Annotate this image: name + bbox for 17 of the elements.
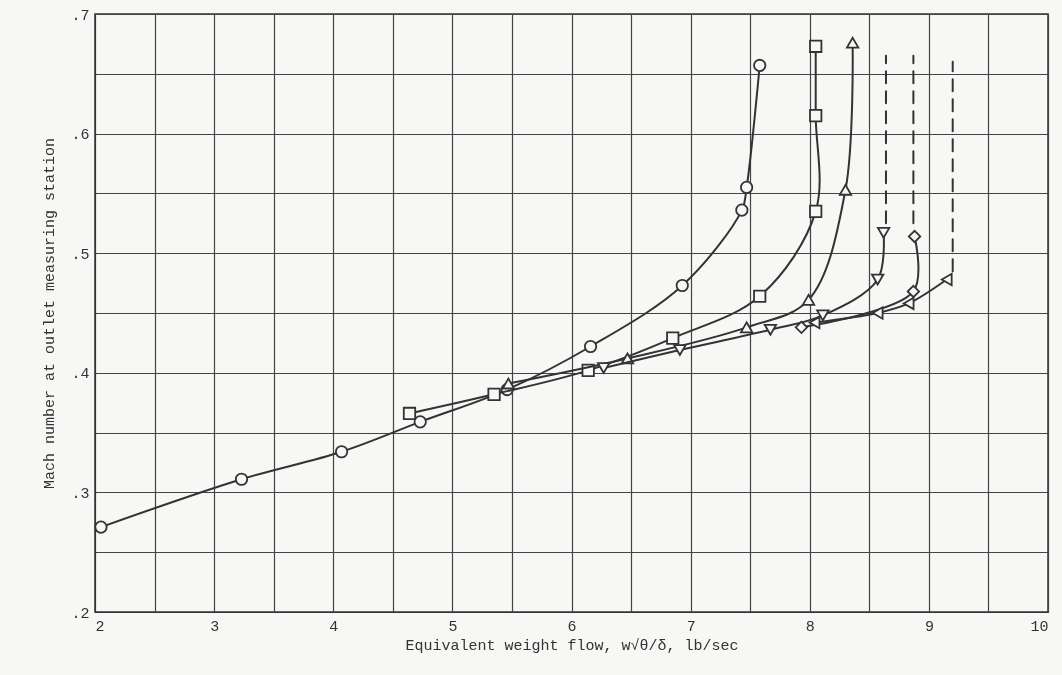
y-tick-label: .5 [71,246,90,264]
x-tick-label: 4 [329,618,339,636]
x-axis-title: Equivalent weight flow, w√θ/δ, lb/sec [405,636,739,655]
x-tick-label: 9 [924,618,934,636]
x-tick-label: 10 [1030,618,1049,636]
x-tick-label: 3 [210,618,220,636]
y-axis-title: Mach number at outlet measuring station [42,137,60,490]
y-tick-label: .3 [71,485,90,503]
x-tick-label: 2 [95,618,105,636]
x-tick-label: 7 [686,618,696,636]
x-tick-label: 8 [805,618,815,636]
y-tick-label: .7 [71,7,90,25]
y-tick-label: .4 [71,366,90,384]
y-tick-label: .2 [71,605,90,623]
x-tick-label: 6 [567,618,577,636]
y-tick-label: .6 [71,127,90,145]
x-tick-label: 5 [448,618,458,636]
